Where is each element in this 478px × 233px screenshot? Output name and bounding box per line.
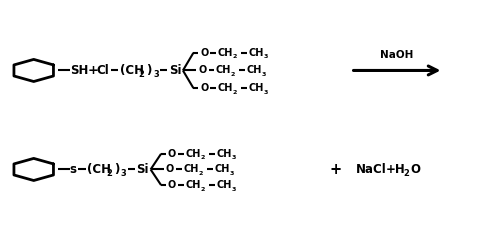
Text: CH: CH (185, 180, 201, 190)
Text: 3: 3 (231, 187, 236, 192)
Text: CH: CH (216, 65, 231, 75)
Text: Cl: Cl (97, 64, 109, 77)
Text: 2: 2 (200, 187, 205, 192)
Text: CH: CH (216, 149, 231, 159)
Text: +H: +H (385, 163, 405, 176)
Text: 3: 3 (264, 90, 268, 95)
Text: CH: CH (217, 83, 233, 93)
Text: NaOH: NaOH (380, 51, 413, 61)
Text: CH: CH (247, 65, 262, 75)
Text: O: O (168, 149, 176, 159)
Text: CH: CH (249, 48, 264, 58)
Text: O: O (198, 65, 206, 75)
Text: 2: 2 (403, 169, 409, 178)
Text: O: O (410, 163, 420, 176)
Text: Si: Si (169, 64, 181, 77)
Text: Si: Si (136, 163, 149, 176)
Text: CH: CH (214, 164, 229, 175)
Text: 2: 2 (231, 72, 235, 77)
Text: O: O (168, 180, 176, 190)
Text: 3: 3 (120, 169, 126, 178)
Text: O: O (200, 83, 208, 93)
Text: 2: 2 (233, 55, 237, 59)
Text: ): ) (114, 163, 120, 176)
Text: 3: 3 (229, 171, 234, 176)
Text: NaCl: NaCl (356, 163, 386, 176)
Text: +: + (88, 64, 99, 77)
Text: 3: 3 (231, 155, 236, 161)
Text: 2: 2 (107, 169, 112, 178)
Text: 3: 3 (264, 55, 268, 59)
Text: CH: CH (217, 48, 233, 58)
Text: +: + (329, 162, 341, 177)
Text: (CH: (CH (120, 64, 144, 77)
Text: CH: CH (185, 149, 201, 159)
Text: O: O (200, 48, 208, 58)
Text: s: s (70, 163, 77, 176)
Text: CH: CH (249, 83, 264, 93)
Text: 2: 2 (139, 70, 145, 79)
Text: O: O (166, 164, 174, 175)
Text: 3: 3 (153, 70, 159, 79)
Text: 3: 3 (262, 72, 266, 77)
Text: CH: CH (184, 164, 199, 175)
Text: ): ) (146, 64, 152, 77)
Text: 2: 2 (198, 171, 203, 176)
Text: 2: 2 (200, 155, 205, 161)
Text: 2: 2 (233, 90, 237, 95)
Text: SH: SH (70, 64, 88, 77)
Text: CH: CH (216, 180, 231, 190)
Text: (CH: (CH (87, 163, 111, 176)
